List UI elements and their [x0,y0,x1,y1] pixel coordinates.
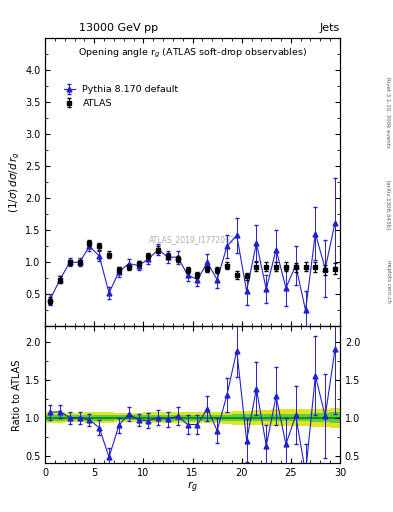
Text: Opening angle r$_g$ (ATLAS soft-drop observables): Opening angle r$_g$ (ATLAS soft-drop obs… [78,47,307,60]
Text: [arXiv:1306.3436]: [arXiv:1306.3436] [385,180,390,230]
Y-axis label: $(1/\sigma)\,d\sigma/d\,r_g$: $(1/\sigma)\,d\sigma/d\,r_g$ [7,152,22,214]
Text: 13000 GeV pp: 13000 GeV pp [79,23,158,33]
Text: Rivet 3.1.10, 300k events: Rivet 3.1.10, 300k events [385,77,390,148]
Text: Jets: Jets [320,23,340,33]
Y-axis label: Ratio to ATLAS: Ratio to ATLAS [12,359,22,431]
Text: ATLAS_2019_I1772062: ATLAS_2019_I1772062 [149,236,236,244]
Text: mcplots.cern.ch: mcplots.cern.ch [385,260,390,304]
X-axis label: $r_g$: $r_g$ [187,480,198,495]
Legend: Pythia 8.170 default, ATLAS: Pythia 8.170 default, ATLAS [62,83,180,110]
